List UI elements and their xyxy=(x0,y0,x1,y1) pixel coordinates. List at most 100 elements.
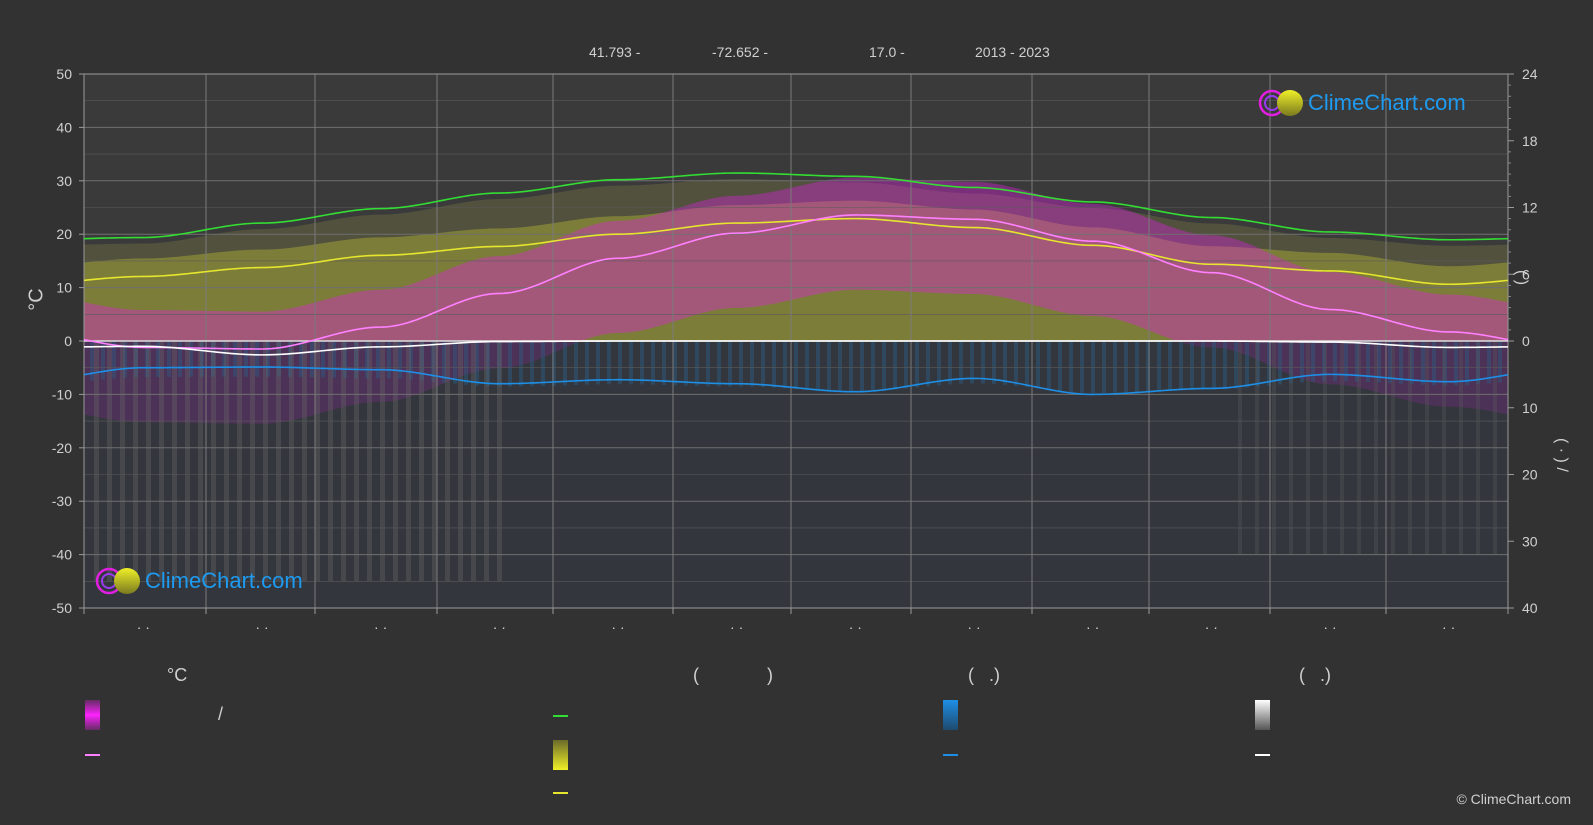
rain-bar xyxy=(640,341,644,385)
x-tick-label: · · xyxy=(493,619,506,635)
snow-bar xyxy=(198,341,203,582)
y-right-top-tick-label: 24 xyxy=(1522,66,1538,82)
rain-bar xyxy=(1036,341,1040,389)
snow-bar xyxy=(432,341,437,582)
legend-temp-heading: °C xyxy=(167,665,188,685)
snow-bar xyxy=(94,341,99,582)
rain-bar xyxy=(1322,341,1326,382)
rain-bar xyxy=(849,341,853,392)
x-tick-label: · · xyxy=(255,619,268,635)
y-left-tick-label: -50 xyxy=(52,600,72,616)
rain-bar xyxy=(376,341,380,379)
rain-bar xyxy=(1245,341,1249,388)
legend-snow-swatch xyxy=(1255,700,1270,730)
rain-bar xyxy=(904,341,908,389)
rain-bar xyxy=(1465,341,1469,386)
rain-bar xyxy=(1212,341,1216,390)
rain-bar xyxy=(926,341,930,387)
rain-bar xyxy=(970,341,974,384)
rain-bar xyxy=(464,341,468,385)
snow-bar xyxy=(419,341,424,582)
latitude-label: 41.793 - xyxy=(589,44,641,60)
y-left-tick-label: -40 xyxy=(52,547,72,563)
rain-bar xyxy=(1201,341,1205,390)
rain-bar xyxy=(1025,341,1029,388)
y-left-tick-label: 20 xyxy=(56,226,72,242)
y-left-tick-label: 30 xyxy=(56,173,72,189)
rain-bar xyxy=(618,341,622,385)
x-tick-label: · · xyxy=(137,619,150,635)
rain-bar xyxy=(1168,341,1172,391)
rain-bar xyxy=(1091,341,1095,394)
rain-bar xyxy=(1454,341,1458,386)
rain-bar xyxy=(827,341,831,391)
logo-bottom: ClimeChart.com xyxy=(95,566,303,596)
rain-bar xyxy=(728,341,732,387)
rain-bar xyxy=(178,341,182,377)
rain-bar xyxy=(365,341,369,379)
rain-bar xyxy=(211,341,215,377)
sunshine-area xyxy=(84,200,1508,341)
y-right-bottom-tick-label: 20 xyxy=(1522,467,1538,483)
rain-bar xyxy=(948,341,952,385)
rain-bar xyxy=(629,341,633,385)
rain-bar xyxy=(816,341,820,391)
rain-bar xyxy=(1421,341,1425,385)
rain-bar xyxy=(1234,341,1238,389)
rain-bar xyxy=(794,341,798,389)
rain-bar xyxy=(684,341,688,386)
rain-bar xyxy=(1157,341,1161,392)
y-right-top-tick-label: 12 xyxy=(1522,200,1538,216)
legend-temp-range-swatch xyxy=(85,700,100,730)
rain-bar xyxy=(288,341,292,377)
rain-bar xyxy=(1146,341,1150,392)
snow-bar xyxy=(341,341,346,582)
y-left-tick-label: -10 xyxy=(52,386,72,402)
rain-bar xyxy=(937,341,941,386)
rain-bar xyxy=(508,341,512,387)
rain-bar xyxy=(299,341,303,378)
legend-swatches xyxy=(85,700,1270,794)
rain-bar xyxy=(673,341,677,386)
snow-bar xyxy=(107,341,112,582)
rain-bar xyxy=(915,341,919,388)
rain-bar xyxy=(893,341,897,390)
rain-bar xyxy=(1135,341,1139,393)
y-right-bottom-tick-label: 10 xyxy=(1522,400,1538,416)
rain-bar xyxy=(574,341,578,386)
copyright: © ClimeChart.com xyxy=(1456,791,1571,807)
rain-bar xyxy=(1399,341,1403,384)
rain-bar xyxy=(1069,341,1073,393)
rain-bar xyxy=(1124,341,1128,393)
x-tick-label: · · xyxy=(1086,619,1099,635)
rain-bar xyxy=(90,341,94,381)
rain-line xyxy=(83,366,1509,396)
snow-line xyxy=(83,340,1509,356)
right-axis-top-label: ( ) xyxy=(1513,270,1530,286)
rain-bar xyxy=(739,341,743,387)
rain-bar xyxy=(1311,341,1315,382)
rain-bar xyxy=(112,341,116,379)
snow-bar xyxy=(328,341,333,582)
rain-bar xyxy=(1300,341,1304,383)
y-left-tick-label: -30 xyxy=(52,493,72,509)
rain-bar xyxy=(530,341,534,387)
rain-bar xyxy=(882,341,886,391)
snow-bar xyxy=(315,341,320,582)
snow-bar xyxy=(458,341,463,582)
snow-bar xyxy=(237,341,242,582)
legend-rain-swatch xyxy=(943,700,958,730)
rain-bar xyxy=(266,341,270,377)
elevation-label: 17.0 - xyxy=(869,44,905,60)
rain-bar xyxy=(497,341,501,387)
rain-bar xyxy=(860,341,864,392)
rain-bar xyxy=(420,341,424,381)
y-left-tick-label: 50 xyxy=(56,66,72,82)
snow-bar xyxy=(250,341,255,582)
logo-top: ClimeChart.com xyxy=(1258,88,1466,118)
x-tick-label: · · xyxy=(1323,619,1336,635)
legend-snow-heading: ( .) xyxy=(1299,665,1331,685)
rain-bar xyxy=(1080,341,1084,393)
